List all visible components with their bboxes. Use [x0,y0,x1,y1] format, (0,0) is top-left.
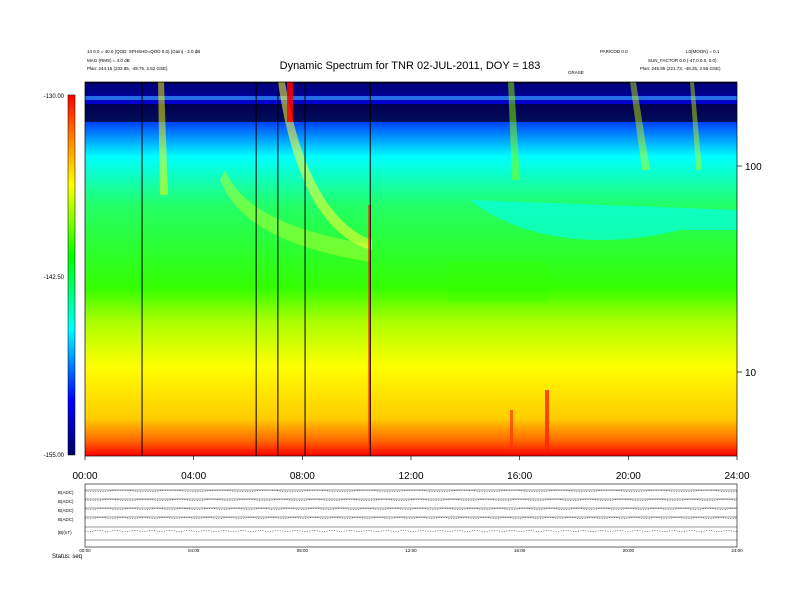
bottom-panel-label: B(ADC) [58,490,74,495]
colorbar-tick-label: -142.50 [44,275,65,281]
y-axis-ticks: 10 100 [737,162,762,379]
bottom-panel-trace [84,529,738,533]
bottom-panels: B(ADC) B(ADC) B(ADC) B(ADC) |B|(nT) 00:00 04:0… [58,483,743,553]
bottom-panel-trace [84,498,738,502]
spectrogram [85,82,737,456]
x-tick-label: 00:00 [72,471,97,482]
bottom-x-tick-label: 16:00 [514,548,526,553]
header-right-line2: L0(MOON) = 0.1 [686,49,720,54]
header-right-line4: Plan: 245.85 (221.73, -48.25, 2.55 GSE) [640,66,721,71]
bottom-x-tick-label: 08:00 [297,548,309,553]
colorbar-tick-label: -130.00 [44,94,65,100]
y-tick-label: 100 [745,162,762,173]
header-left-line2: MAG (RMS) = 4.0 dB [87,58,130,63]
x-tick-label: 08:00 [290,471,315,482]
x-axis-ticks: 00:00 04:00 08:00 12:00 16:00 20:00 24:00 [72,456,750,482]
bottom-x-tick-label: 12:00 [405,548,417,553]
bottom-x-tick-label: 20:00 [623,548,635,553]
bottom-panel-label: B(ADC) [58,499,74,504]
x-tick-label: 20:00 [616,471,641,482]
bottom-panel-label: B(ADC) [58,517,74,522]
x-tick-label: 12:00 [398,471,423,482]
bottom-panel-trace [84,516,738,520]
bottom-x-tick-label: 00:00 [79,548,91,553]
colorbar-ticks: -130.00 -142.50 -155.00 [44,94,65,459]
bottom-panel-trace [84,489,738,493]
footer-status: Status: seq [52,554,82,560]
y-tick-label: 10 [745,368,757,379]
x-tick-label: 04:00 [181,471,206,482]
header-left-line1: 14 0.0 = 40.0 (QOD: SPHSHD=QOD 0.0) (Gai… [87,49,200,54]
bottom-panel-frame [84,483,738,548]
x-tick-label: 24:00 [724,471,749,482]
bottom-panel-trace [84,507,738,511]
header-right-mid: GRASE [568,70,584,75]
bottom-x-tick-label: 24:00 [731,548,743,553]
header-right-line1: PAR/COD 0.0 [600,49,628,54]
chart-title: Dynamic Spectrum for TNR 02-JUL-2011, DO… [280,60,541,72]
bottom-panel-label: |B|(nT) [58,530,72,535]
bottom-x-tick-label: 04:00 [188,548,200,553]
event-lines [141,82,371,456]
x-tick-label: 16:00 [507,471,532,482]
header-left-line3: Plan: 244.15 (232.85, -49.75, 2.52 GSE) [87,66,168,71]
colorbar [67,94,76,456]
bottom-panel-label: B(ADC) [58,508,74,513]
header-right-line3: SUN_FACTOR 0.0 (-47.0 0.0, 0.0) [648,58,717,63]
colorbar-tick-label: -155.00 [44,453,65,459]
